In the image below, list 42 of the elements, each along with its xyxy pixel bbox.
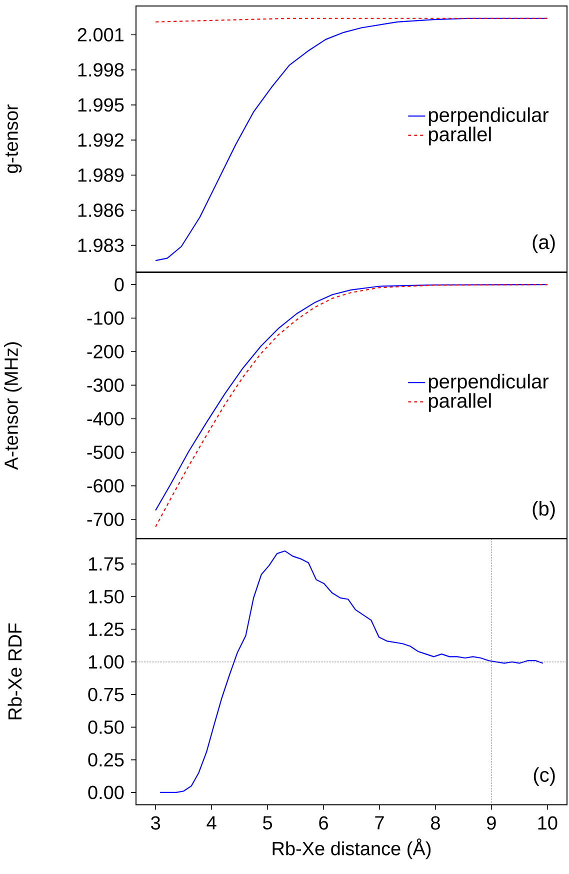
y-tick-label: -400: [87, 412, 124, 426]
x-tick-label: 5: [263, 816, 272, 830]
x-tick-label: 8: [431, 816, 440, 830]
y-tick-label: 0.00: [88, 786, 124, 800]
legend-label: parallel: [428, 126, 491, 146]
y-tick-label: -200: [87, 344, 124, 358]
annotation: (a): [532, 234, 555, 254]
y-axis-title: g-tensor: [5, 104, 22, 174]
y-tick-label: 0.25: [88, 753, 124, 767]
y-tick-label: -100: [87, 311, 124, 325]
x-tick-label: 6: [319, 816, 328, 830]
y-tick-label: -500: [87, 446, 124, 460]
y-tick-label: 1.995: [78, 98, 124, 112]
x-tick-label: 10: [538, 816, 558, 830]
y-tick-label: 1.25: [88, 622, 124, 636]
y-tick-label: 1.989: [78, 168, 124, 182]
y-tick-label: -700: [87, 512, 124, 526]
y-tick-label: 1.986: [78, 204, 124, 217]
annotation: (b): [532, 501, 555, 520]
y-tick-label: 1.983: [78, 238, 124, 252]
y-tick-label: 2.001: [78, 28, 124, 42]
y-tick-label: -300: [87, 378, 124, 392]
y-tick-label: 0.50: [88, 720, 124, 734]
x-tick-label: 3: [151, 816, 160, 830]
y-tick-label: 1.50: [88, 590, 124, 604]
y-tick-label: 1.75: [88, 557, 124, 571]
y-tick-label: 1.998: [78, 63, 124, 77]
annotation: (c): [534, 767, 555, 786]
x-tick-label: 9: [487, 816, 496, 830]
y-tick-label: -600: [87, 479, 124, 493]
y-axis-title: Rb-Xe RDF: [8, 623, 22, 720]
y-tick-label: 1.00: [88, 655, 124, 669]
x-tick-label: 7: [375, 816, 384, 830]
y-tick-label: 0.75: [88, 688, 124, 702]
legend-label: perpendicular: [428, 107, 549, 126]
x-tick-label: 4: [206, 816, 216, 830]
y-tick-label: 1.992: [78, 133, 124, 147]
y-tick-label: 0: [114, 278, 124, 292]
x-axis-title: Rb-Xe distance (Å): [272, 838, 431, 860]
y-axis-title: A-tensor (MHz): [4, 342, 22, 470]
legend-label: parallel: [428, 393, 491, 412]
legend-label: perpendicular: [428, 374, 549, 393]
